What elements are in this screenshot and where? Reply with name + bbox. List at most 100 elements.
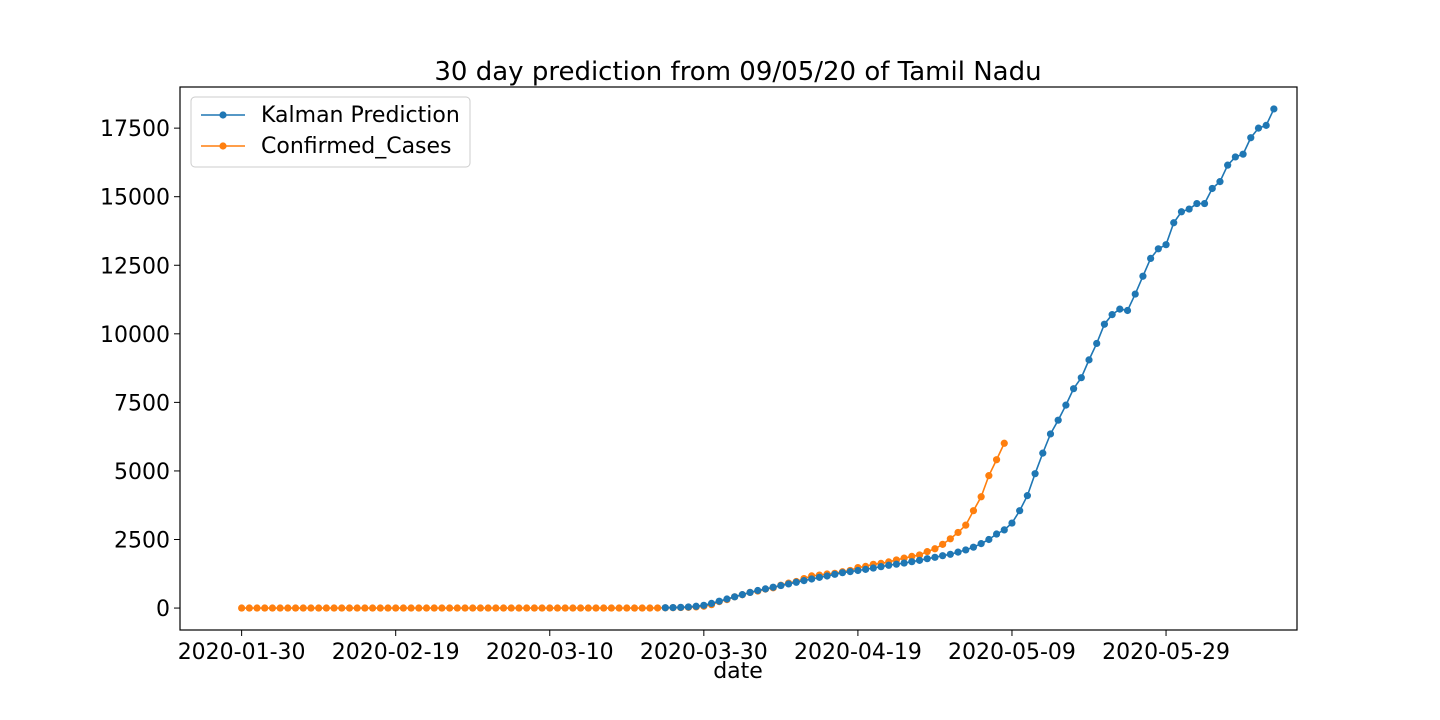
data-point-kalman-prediction	[800, 577, 808, 585]
data-point-confirmed-cases	[284, 604, 292, 612]
data-point-kalman-prediction	[1023, 492, 1031, 500]
data-point-confirmed-cases	[931, 545, 939, 553]
data-point-kalman-prediction	[1108, 311, 1116, 319]
data-point-confirmed-cases	[338, 604, 346, 612]
legend-marker-kalman	[219, 111, 227, 119]
data-point-confirmed-cases	[538, 604, 546, 612]
data-point-kalman-prediction	[977, 540, 985, 548]
data-point-confirmed-cases	[630, 604, 639, 612]
data-point-confirmed-cases	[900, 554, 908, 562]
data-point-confirmed-cases	[261, 604, 269, 612]
data-point-kalman-prediction	[1062, 401, 1070, 409]
data-point-kalman-prediction	[1085, 356, 1093, 364]
data-point-kalman-prediction	[985, 535, 993, 544]
data-point-kalman-prediction	[908, 558, 916, 566]
data-point-kalman-prediction	[1031, 470, 1039, 478]
data-point-kalman-prediction	[1154, 245, 1162, 253]
data-point-kalman-prediction	[677, 603, 685, 611]
data-point-confirmed-cases	[461, 604, 469, 612]
data-point-confirmed-cases	[584, 604, 592, 612]
data-point-kalman-prediction	[1239, 150, 1247, 158]
data-point-kalman-prediction	[808, 575, 816, 583]
x-axis-title: date	[713, 659, 763, 684]
data-point-confirmed-cases	[430, 604, 438, 612]
data-point-confirmed-cases	[654, 604, 662, 612]
data-point-confirmed-cases	[322, 604, 330, 612]
x-tick-label: 2020-04-19	[794, 640, 922, 665]
data-point-kalman-prediction	[923, 555, 931, 563]
y-tick-label: 17500	[100, 117, 170, 142]
data-point-confirmed-cases	[553, 604, 562, 612]
data-point-kalman-prediction	[992, 530, 1001, 538]
data-point-kalman-prediction	[1000, 526, 1008, 534]
data-point-kalman-prediction	[823, 572, 831, 580]
y-tick-label: 15000	[100, 186, 170, 211]
legend-label-confirmed: Confirmed_Cases	[261, 134, 452, 159]
data-point-kalman-prediction	[915, 556, 924, 564]
data-point-confirmed-cases	[415, 604, 423, 612]
data-point-confirmed-cases	[484, 604, 492, 612]
data-point-confirmed-cases	[515, 604, 523, 612]
data-point-confirmed-cases	[368, 604, 377, 612]
data-point-kalman-prediction	[969, 543, 978, 551]
y-axis: 0 2500 5000 7500 10000 12500 15000 17500	[100, 117, 180, 622]
data-point-kalman-prediction	[854, 566, 862, 575]
data-point-kalman-prediction	[869, 564, 877, 572]
legend: Kalman Prediction Confirmed_Cases	[190, 96, 471, 168]
data-point-confirmed-cases	[954, 528, 962, 537]
data-point-kalman-prediction	[731, 593, 739, 601]
data-point-kalman-prediction	[1054, 416, 1062, 424]
data-point-confirmed-cases	[422, 604, 431, 612]
y-tick-label: 7500	[114, 391, 170, 416]
data-point-kalman-prediction	[862, 565, 870, 573]
data-point-confirmed-cases	[569, 604, 577, 612]
series-line-kalman-prediction	[665, 108, 1275, 609]
data-point-kalman-prediction	[746, 588, 754, 597]
data-point-confirmed-cases	[307, 604, 315, 612]
data-point-kalman-prediction	[661, 604, 669, 612]
data-point-confirmed-cases	[615, 604, 623, 612]
data-point-kalman-prediction	[1216, 178, 1224, 186]
data-point-kalman-prediction	[738, 591, 746, 599]
data-point-kalman-prediction	[769, 583, 777, 591]
data-point-kalman-prediction	[1139, 272, 1147, 280]
data-point-confirmed-cases	[946, 535, 954, 543]
data-point-confirmed-cases	[646, 604, 654, 612]
data-point-kalman-prediction	[954, 548, 962, 556]
data-point-confirmed-cases	[291, 604, 300, 612]
data-point-confirmed-cases	[238, 604, 246, 612]
data-point-confirmed-cases	[561, 604, 569, 612]
y-tick-label: 2500	[114, 529, 170, 554]
x-tick-label: 2020-05-09	[948, 640, 1076, 665]
plot-frame	[179, 86, 1298, 631]
data-point-confirmed-cases	[384, 604, 392, 612]
data-point-confirmed-cases	[268, 604, 277, 612]
data-point-kalman-prediction	[838, 569, 847, 577]
data-point-confirmed-cases	[476, 604, 485, 612]
data-point-kalman-prediction	[1046, 430, 1055, 438]
data-point-kalman-prediction	[1016, 507, 1024, 515]
data-point-kalman-prediction	[1224, 161, 1232, 169]
data-point-kalman-prediction	[1200, 199, 1209, 208]
data-point-confirmed-cases	[392, 604, 400, 612]
chart-title: 30 day prediction from 09/05/20 of Tamil…	[434, 57, 1041, 87]
y-tick-label: 5000	[114, 460, 170, 485]
data-point-confirmed-cases	[908, 552, 916, 560]
data-point-kalman-prediction	[1185, 205, 1193, 213]
data-point-confirmed-cases	[407, 604, 415, 612]
plot-lines	[238, 105, 1278, 612]
legend-label-kalman: Kalman Prediction	[261, 103, 460, 128]
data-point-kalman-prediction	[815, 573, 823, 581]
data-point-kalman-prediction	[1162, 241, 1170, 249]
data-point-kalman-prediction	[1077, 374, 1085, 382]
data-point-confirmed-cases	[438, 604, 446, 612]
data-point-confirmed-cases	[600, 604, 608, 612]
data-point-kalman-prediction	[1070, 385, 1078, 393]
data-point-kalman-prediction	[1116, 305, 1124, 313]
data-point-kalman-prediction	[939, 552, 947, 560]
data-point-kalman-prediction	[931, 553, 939, 561]
data-point-confirmed-cases	[623, 604, 631, 612]
data-point-kalman-prediction	[761, 585, 770, 593]
data-point-kalman-prediction	[669, 603, 677, 612]
data-point-kalman-prediction	[846, 567, 854, 576]
